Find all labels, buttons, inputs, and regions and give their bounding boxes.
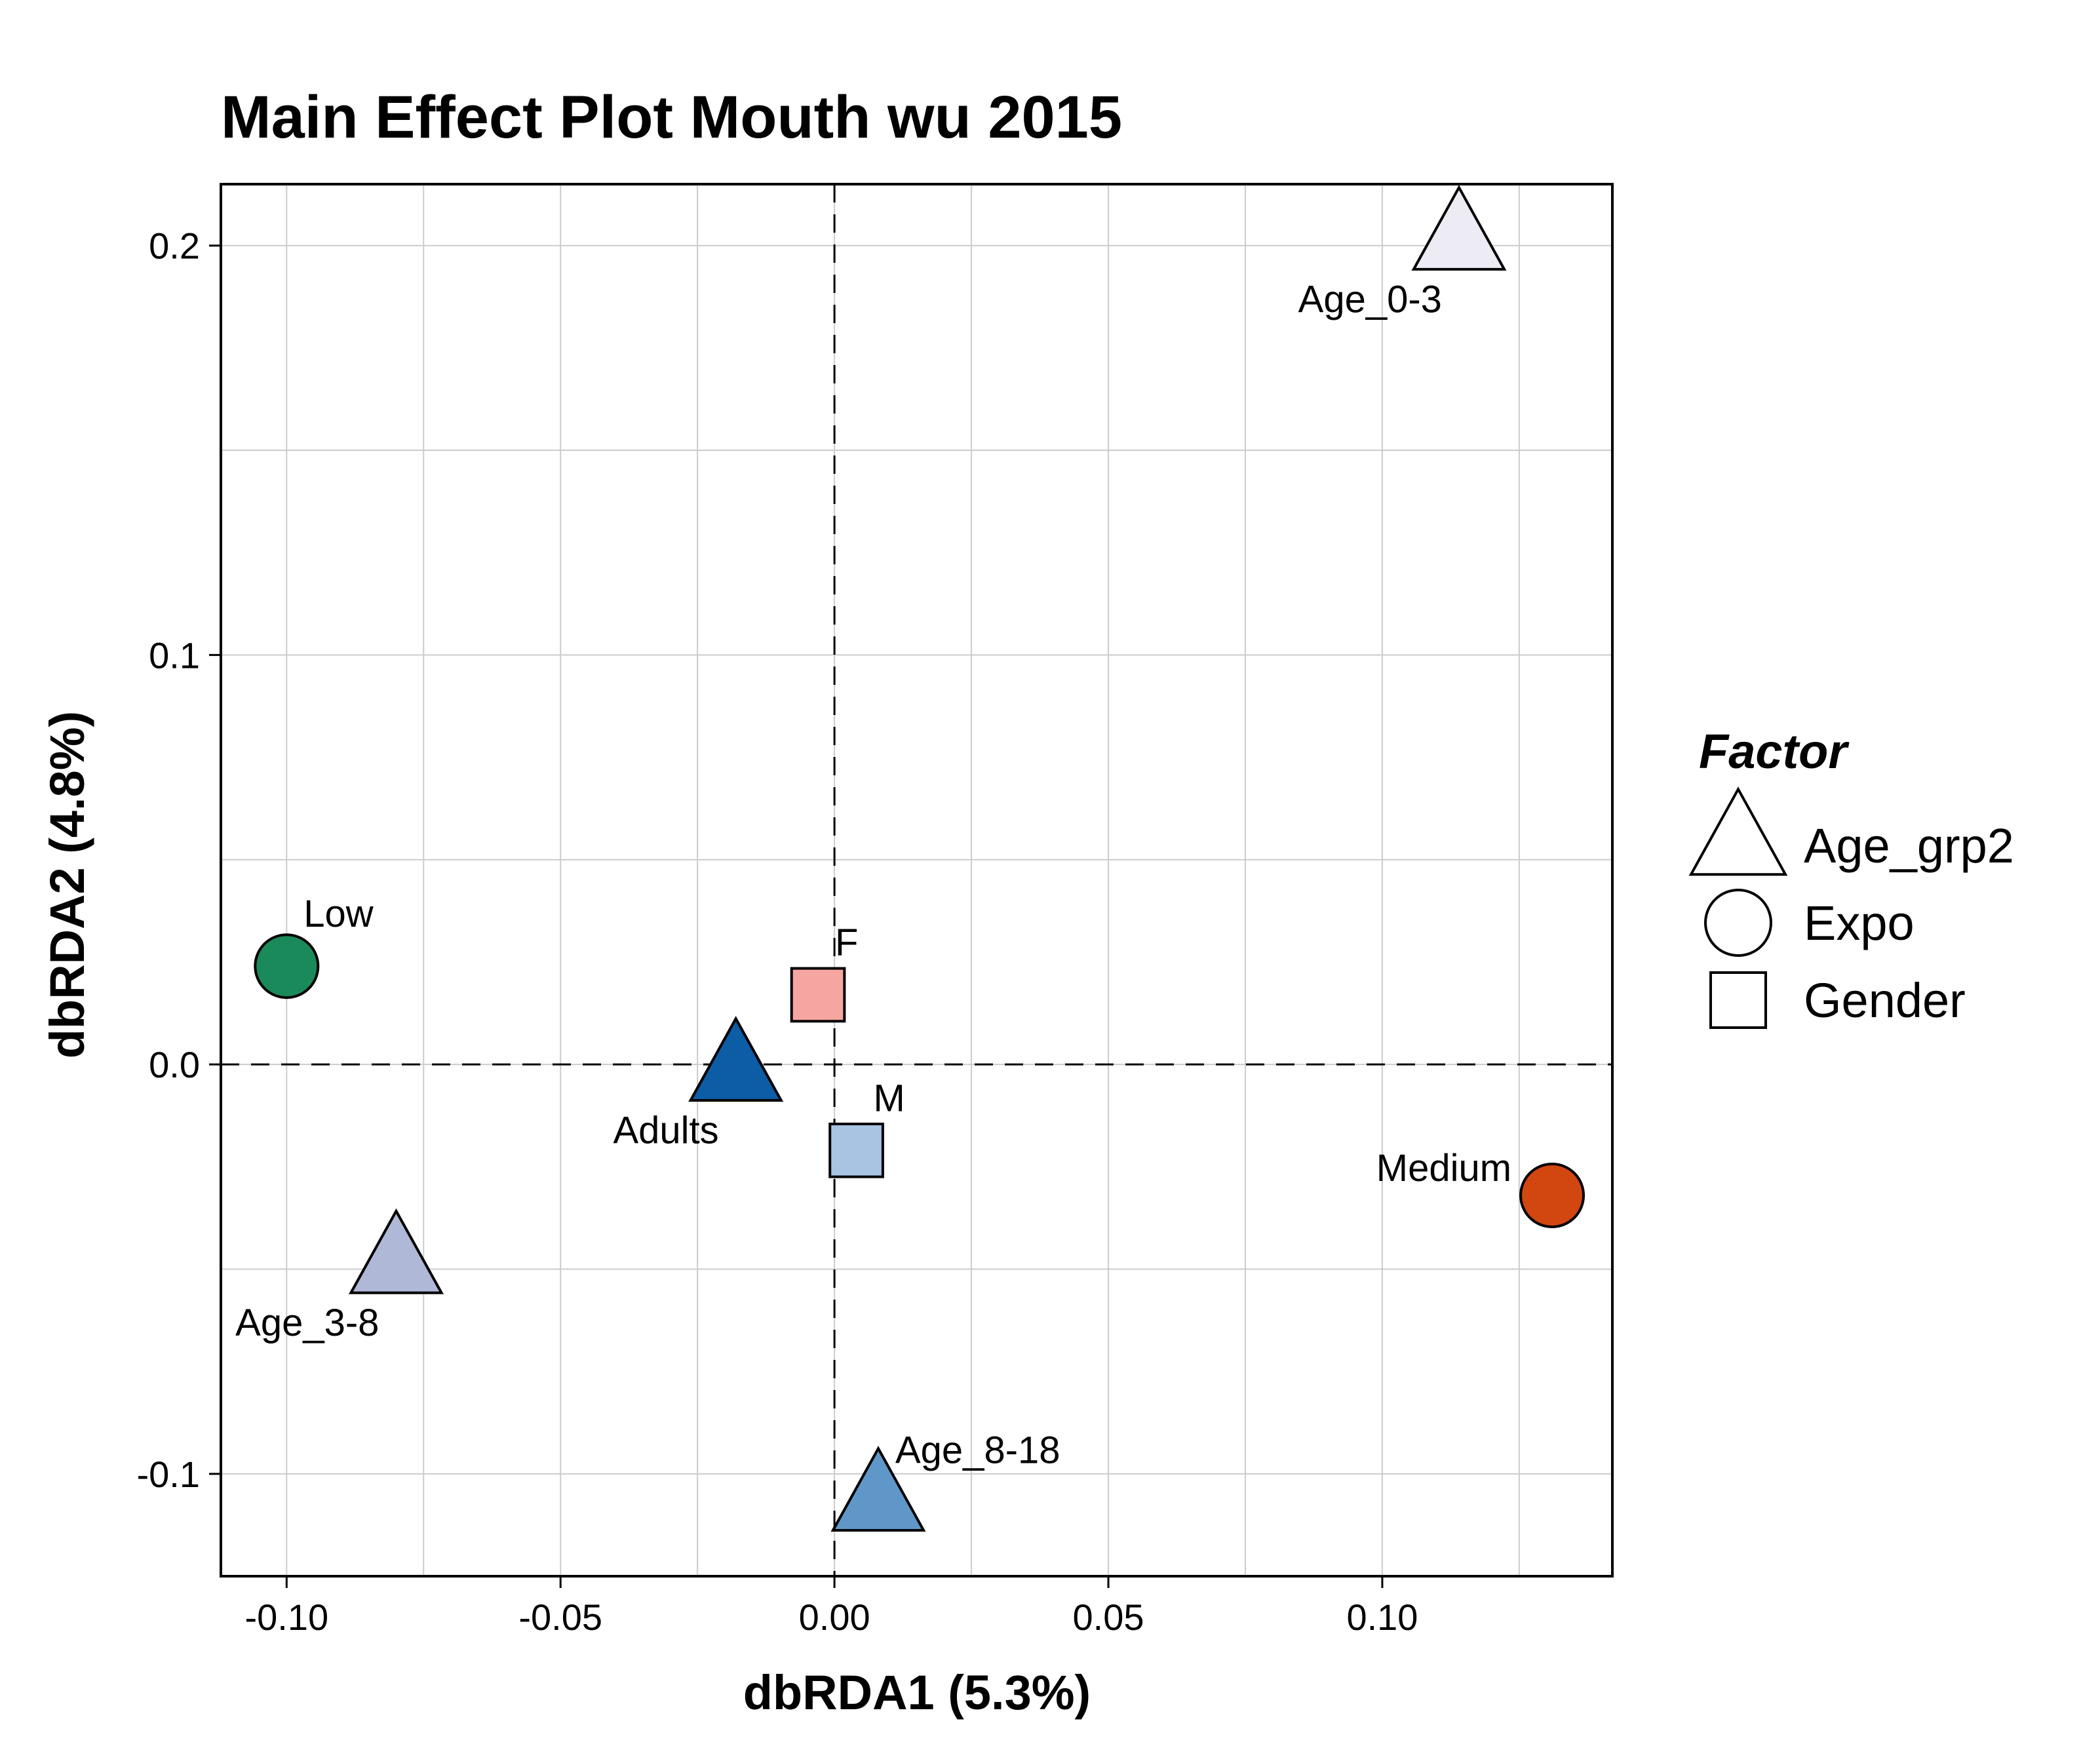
x-tick-label: 0.10: [1346, 1597, 1418, 1638]
point-label: Age_0-3: [1298, 278, 1442, 320]
x-tick-label: -0.05: [518, 1597, 602, 1638]
point-label: Adults: [613, 1110, 718, 1152]
grid-lines: [221, 184, 1612, 1576]
reference-lines: [221, 184, 1612, 1576]
triangle-marker: [830, 1446, 926, 1532]
point-adults: Adults: [613, 1016, 784, 1152]
legend-entry-label: Age_grp2: [1804, 819, 2014, 873]
legend-entry-gender: Gender: [1709, 971, 1966, 1029]
axis-ticks: -0.10 -0.05 0.00 0.05 0.10 -0.1 0.0 0.1 0.2: [137, 225, 1418, 1638]
legend-triangle-key: [1688, 786, 1788, 876]
point-label: Age_3-8: [235, 1302, 379, 1344]
y-tick-label: 0.1: [149, 634, 200, 676]
y-tick-label: 0.0: [149, 1044, 200, 1085]
point-age-0-3: Age_0-3: [1298, 184, 1507, 320]
triangle-marker: [348, 1208, 444, 1294]
point-medium: Medium: [1376, 1147, 1585, 1229]
point-label: Medium: [1376, 1147, 1511, 1190]
y-tick-label: 0.2: [149, 225, 200, 267]
legend-title: Factor: [1699, 724, 1850, 779]
y-tick-label: -0.1: [137, 1454, 201, 1495]
y-axis-title: dbRDA2 (4.8%): [40, 711, 94, 1058]
x-tick-label: -0.10: [244, 1597, 328, 1638]
legend-entries: Age_grp2 Expo Gender: [1688, 786, 2014, 1029]
legend-circle-key: [1704, 889, 1772, 957]
point-low: Low: [254, 893, 374, 999]
square-marker: [828, 1122, 884, 1178]
point-label: Age_8-18: [895, 1429, 1060, 1472]
point-label: M: [874, 1077, 905, 1119]
point-label: F: [835, 921, 858, 964]
x-axis-title: dbRDA1 (5.3%): [743, 1665, 1091, 1720]
point-m: M: [828, 1077, 905, 1178]
square-marker: [790, 967, 846, 1023]
point-label: Low: [303, 893, 374, 935]
legend: Factor Age_grp2 Expo Gender: [1688, 724, 2014, 1029]
triangle-marker: [688, 1016, 784, 1102]
x-tick-label: 0.05: [1073, 1597, 1144, 1638]
legend-square-key: [1709, 971, 1767, 1029]
legend-entry-age-grp2: Age_grp2: [1688, 786, 2014, 876]
point-age-8-18: Age_8-18: [830, 1429, 1060, 1532]
chart-title: Main Effect Plot Mouth wu 2015: [221, 84, 1122, 151]
circle-marker: [254, 933, 320, 999]
legend-entry-expo: Expo: [1704, 889, 1915, 957]
data-points: Age_0-3 Low F Adults M Medium Age_3-8 Age_8-18: [235, 184, 1585, 1532]
x-tick-label: 0.00: [799, 1597, 870, 1638]
legend-entry-label: Expo: [1804, 896, 1915, 950]
circle-marker: [1519, 1163, 1585, 1229]
plot-frame: [220, 183, 1614, 1577]
point-f: F: [790, 921, 858, 1023]
triangle-marker: [1411, 184, 1507, 271]
legend-entry-label: Gender: [1804, 973, 1966, 1028]
point-age-3-8: Age_3-8: [235, 1208, 444, 1344]
